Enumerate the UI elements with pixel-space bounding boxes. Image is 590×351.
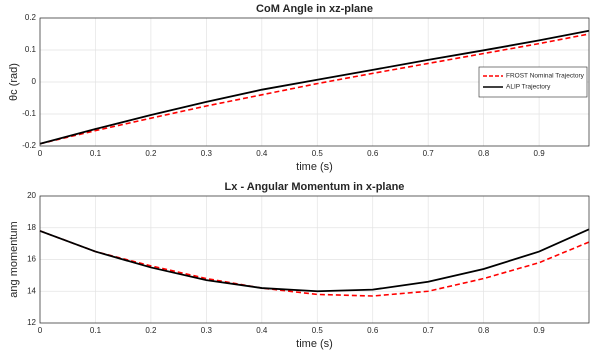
x-tick-label: 0.1 — [90, 326, 102, 335]
y-tick-label: 0.2 — [25, 13, 37, 22]
chart-title: Lx - Angular Momentum in x-plane — [225, 181, 405, 193]
x-tick-label: 0.3 — [201, 149, 213, 158]
axes-box — [39, 195, 590, 324]
x-tick-label: 0.9 — [534, 149, 546, 158]
x-tick-label: 0.3 — [201, 326, 213, 335]
x-tick-label: 0 — [38, 149, 43, 158]
x-tick-label: 0.6 — [367, 149, 379, 158]
x-tick-label: 0.4 — [256, 149, 268, 158]
axes-box — [39, 17, 590, 147]
y-axis-label: ang momentum — [8, 221, 20, 297]
legend-label: ALIP Trajectory — [506, 84, 551, 91]
y-tick-label: 20 — [27, 191, 36, 200]
y-tick-label: 16 — [27, 255, 36, 264]
y-tick-label: -0.2 — [22, 141, 36, 150]
y-tick-label: 14 — [27, 286, 36, 295]
legend-label: FROST Nominal Trajectory — [506, 73, 585, 80]
x-tick-label: 0.7 — [423, 326, 435, 335]
line — [39, 230, 590, 297]
x-tick-label: 0.8 — [478, 149, 490, 158]
x-axis-label: time (s) — [296, 338, 333, 350]
legend-box — [478, 66, 588, 98]
y-tick-label: 0.1 — [25, 45, 37, 54]
y-tick-label: 12 — [27, 318, 36, 327]
x-tick-label: 0.6 — [367, 326, 379, 335]
line — [39, 33, 590, 145]
chart-title: CoM Angle in xz-plane — [256, 3, 373, 15]
x-tick-label: 0.1 — [90, 149, 102, 158]
x-tick-label: 0.8 — [478, 326, 490, 335]
x-tick-label: 0.4 — [256, 326, 268, 335]
x-tick-label: 0.7 — [423, 149, 435, 158]
y-tick-label: 18 — [27, 223, 36, 232]
x-tick-label: 0.5 — [312, 149, 324, 158]
x-tick-label: 0.2 — [145, 326, 157, 335]
x-tick-label: 0 — [38, 326, 43, 335]
line — [39, 29, 590, 145]
x-tick-label: 0.2 — [145, 149, 157, 158]
y-axis-label: θc (rad) — [8, 63, 20, 101]
line — [39, 228, 590, 293]
x-tick-label: 0.9 — [534, 326, 546, 335]
y-tick-label: 0 — [32, 77, 37, 86]
x-axis-label: time (s) — [296, 161, 333, 173]
y-tick-label: -0.1 — [22, 109, 36, 118]
x-tick-label: 0.5 — [312, 326, 324, 335]
